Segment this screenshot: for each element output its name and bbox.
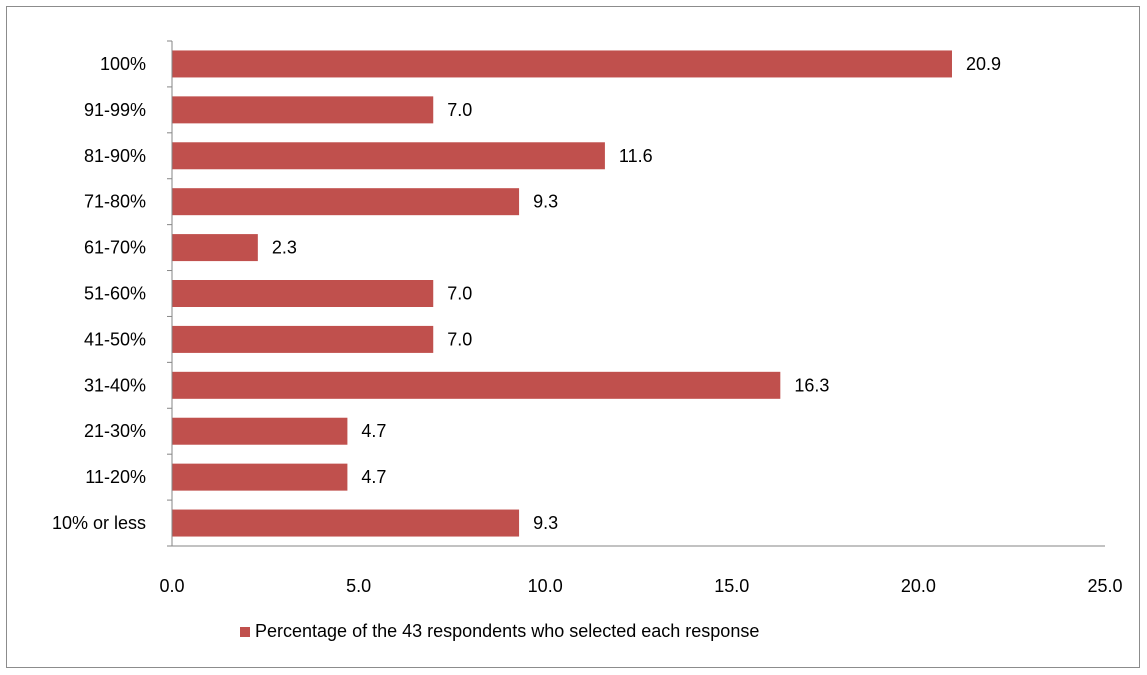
bar-value-label: 7.0 bbox=[447, 100, 472, 120]
x-tick-label: 0.0 bbox=[159, 576, 184, 596]
bar-value-label: 4.7 bbox=[361, 467, 386, 487]
value-labels-group: 20.9 7.0 11.6 9.3 2.3 7.0 7.0 16.3 4.7 4.7 9.3 bbox=[272, 54, 1001, 533]
bar-value-label: 4.7 bbox=[361, 421, 386, 441]
bar-value-label: 9.3 bbox=[533, 513, 558, 533]
bar-value-label: 7.0 bbox=[447, 284, 472, 304]
bar bbox=[172, 325, 434, 353]
bar bbox=[172, 234, 258, 262]
bar bbox=[172, 463, 348, 491]
bar-value-label: 20.9 bbox=[966, 54, 1001, 74]
x-tick-label: 5.0 bbox=[346, 576, 371, 596]
axes-group bbox=[167, 40, 1105, 547]
category-label: 41-50% bbox=[84, 329, 146, 349]
bar-value-label: 16.3 bbox=[794, 375, 829, 395]
category-label: 71-80% bbox=[84, 192, 146, 212]
bar bbox=[172, 50, 952, 78]
category-label: 61-70% bbox=[84, 238, 146, 258]
category-label: 10% or less bbox=[52, 513, 146, 533]
x-tick-label: 10.0 bbox=[528, 576, 563, 596]
bars-group bbox=[172, 50, 952, 537]
bar-value-label: 9.3 bbox=[533, 192, 558, 212]
category-label: 11-20% bbox=[85, 467, 146, 487]
category-label: 91-99% bbox=[84, 100, 146, 120]
bar bbox=[172, 142, 605, 170]
bar-value-label: 11.6 bbox=[619, 146, 653, 166]
category-label: 31-40% bbox=[84, 375, 146, 395]
category-label: 51-60% bbox=[84, 284, 146, 304]
category-label: 100% bbox=[100, 54, 146, 74]
x-tick-labels-group: 0.0 5.0 10.0 15.0 20.0 25.0 bbox=[159, 576, 1122, 596]
legend-swatch bbox=[240, 627, 250, 637]
bar bbox=[172, 280, 434, 307]
category-label: 21-30% bbox=[84, 421, 146, 441]
bar bbox=[172, 417, 348, 445]
bar-value-label: 7.0 bbox=[447, 329, 472, 349]
bar-value-label: 2.3 bbox=[272, 238, 297, 258]
category-label: 81-90% bbox=[84, 146, 146, 166]
legend: Percentage of the 43 respondents who sel… bbox=[240, 621, 759, 641]
x-tick-label: 20.0 bbox=[901, 576, 936, 596]
x-tick-label: 25.0 bbox=[1087, 576, 1122, 596]
bar bbox=[172, 96, 434, 124]
bar bbox=[172, 509, 520, 537]
category-labels-group: 100% 91-99% 81-90% 71-80% 61-70% 51-60% 41-50%… bbox=[52, 54, 146, 533]
x-tick-label: 15.0 bbox=[714, 576, 749, 596]
bar bbox=[172, 371, 781, 399]
bar bbox=[172, 188, 520, 216]
legend-label: Percentage of the 43 respondents who sel… bbox=[255, 621, 759, 641]
